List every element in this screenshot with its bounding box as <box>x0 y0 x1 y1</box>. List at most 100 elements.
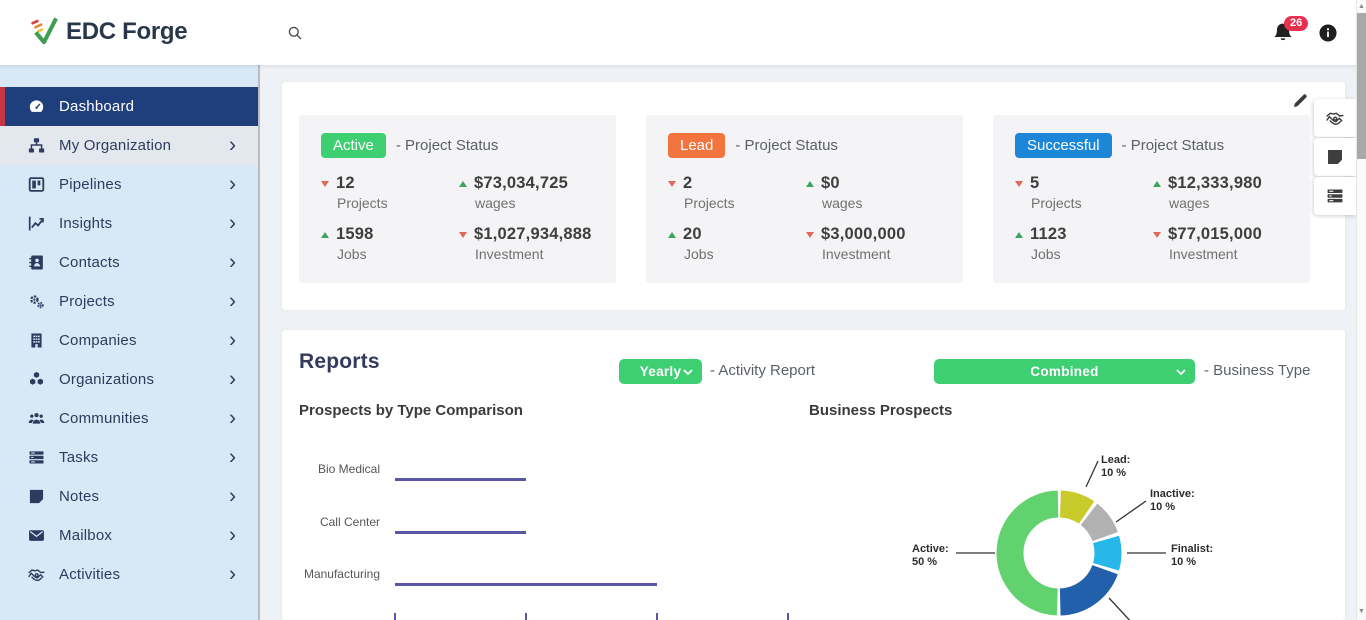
bar-category-label: Call Center <box>319 515 380 529</box>
trend-down-icon <box>668 180 676 187</box>
status-card-successful: Successful - Project Status 5 Projects $12,3… <box>993 115 1310 283</box>
stat-label: Projects <box>1031 195 1082 211</box>
trend-down-icon <box>1015 180 1023 187</box>
chevron-right-icon: › <box>229 328 236 352</box>
donut-label-name: Lead: <box>1101 454 1131 466</box>
sidebar-item-label: Projects <box>59 293 115 310</box>
building-icon <box>28 332 45 349</box>
sidebar-item-label: Organizations <box>59 371 155 388</box>
sidebar-item-notes[interactable]: Notes › <box>0 477 258 516</box>
note-icon <box>1326 148 1344 166</box>
donut-label-name: Finalist: <box>1171 543 1214 555</box>
stat-label: Investment <box>1169 246 1238 262</box>
chevron-right-icon: › <box>229 445 236 469</box>
donut-segment-finalist <box>996 490 1122 616</box>
bar <box>395 478 526 481</box>
axis-tick <box>394 613 396 620</box>
stat-label: Jobs <box>337 246 367 262</box>
donut-label-value: 10 % <box>1150 501 1176 513</box>
quick-action-activities[interactable] <box>1314 99 1356 137</box>
vertical-scrollbar[interactable]: ▲ ▼ <box>1356 0 1366 620</box>
stat-value: $73,034,725 <box>474 174 568 192</box>
donut-label-value: 10 % <box>1101 467 1127 479</box>
notifications-bell-icon[interactable]: 26 <box>1272 16 1309 44</box>
quick-actions-rail <box>1314 99 1356 216</box>
sidebar-item-companies[interactable]: Companies › <box>0 321 258 360</box>
donut-chart-title: Business Prospects <box>809 402 953 419</box>
status-badge-suffix: - Project Status <box>735 137 838 154</box>
donut-label-value: 10 % <box>1171 556 1197 568</box>
chevron-right-icon: › <box>229 289 236 313</box>
tasks-icon <box>1326 187 1344 205</box>
stat-label: wages <box>475 195 516 211</box>
trend-up-icon <box>806 180 814 187</box>
stat-value: 5 <box>1030 174 1040 192</box>
sidebar-item-projects[interactable]: Projects › <box>0 282 258 321</box>
stat-investment: $77,015,000 Investment <box>1153 225 1288 262</box>
brand-logo[interactable]: EDC Forge <box>30 16 188 47</box>
status-card-lead: Lead - Project Status 2 Projects $0 wages 20 Jo… <box>646 115 963 283</box>
org-chart-icon <box>28 137 45 154</box>
scrollbar-down-arrow[interactable]: ▼ <box>1358 608 1365 615</box>
sidebar-item-label: Companies <box>59 332 137 349</box>
sidebar-item-activities[interactable]: Activities › <box>0 555 258 594</box>
stat-wages: $73,034,725 wages <box>459 174 594 211</box>
sidebar-item-contacts[interactable]: Contacts › <box>0 243 258 282</box>
scrollbar-thumb[interactable] <box>1357 13 1366 159</box>
brand-name: EDC Forge <box>66 17 188 45</box>
quick-action-tasks[interactable] <box>1314 177 1356 215</box>
stat-projects: 12 Projects <box>321 174 459 211</box>
donut-callout-lines <box>956 460 1166 620</box>
axis-tick <box>656 613 658 620</box>
axis-tick <box>787 613 789 620</box>
status-panel: Active - Project Status 12 Projects $73,034,… <box>282 82 1345 310</box>
status-badge[interactable]: Lead <box>668 133 726 158</box>
quick-action-notes[interactable] <box>1314 138 1356 176</box>
stat-label: Investment <box>822 246 891 262</box>
sidebar-item-organizations[interactable]: Organizations › <box>0 360 258 399</box>
trend-down-icon <box>806 231 814 238</box>
notification-count-badge: 26 <box>1284 16 1309 31</box>
sidebar-divider <box>258 65 260 620</box>
sidebar-item-communities[interactable]: Communities › <box>0 399 258 438</box>
chevron-down-icon <box>1176 369 1186 375</box>
donut-label-active: Active: 50 % <box>912 543 949 569</box>
chevron-right-icon: › <box>229 523 236 547</box>
scrollbar-up-arrow[interactable]: ▲ <box>1358 3 1365 10</box>
trend-down-icon <box>321 180 329 187</box>
sidebar-item-dashboard[interactable]: Dashboard <box>0 87 258 126</box>
sidebar-item-label: Dashboard <box>59 98 135 115</box>
stat-value: 1598 <box>336 225 374 243</box>
brand-logo-icon <box>30 16 59 47</box>
stat-value: $0 <box>821 174 840 192</box>
sidebar-item-insights[interactable]: Insights › <box>0 204 258 243</box>
stat-value: $12,333,980 <box>1168 174 1262 192</box>
stat-label: Projects <box>337 195 388 211</box>
trend-up-icon <box>1153 180 1161 187</box>
business-type-dropdown-value: Combined <box>1030 364 1099 379</box>
activity-report-dropdown[interactable]: Yearly <box>619 359 702 384</box>
status-badge[interactable]: Active <box>321 133 386 158</box>
donut-rings <box>996 490 1122 616</box>
sidebar-item-pipelines[interactable]: Pipelines › <box>0 165 258 204</box>
sidebar-item-tasks[interactable]: Tasks › <box>0 438 258 477</box>
sidebar-item-my-organization[interactable]: My Organization › <box>0 126 258 165</box>
status-badge[interactable]: Successful <box>1015 133 1112 158</box>
trend-up-icon <box>459 180 467 187</box>
status-badge-suffix: - Project Status <box>1121 137 1225 154</box>
edit-pencil-icon[interactable] <box>1292 92 1309 109</box>
business-type-dropdown[interactable]: Combined <box>934 359 1195 384</box>
sidebar-item-mailbox[interactable]: Mailbox › <box>0 516 258 555</box>
info-icon[interactable] <box>1319 24 1337 42</box>
app-header: EDC Forge 26 <box>0 0 1366 65</box>
donut-label-finalist: Finalist: 10 % <box>1171 543 1213 569</box>
handshake-icon <box>1326 109 1344 127</box>
sidebar-item-label: Notes <box>59 488 100 505</box>
search-icon[interactable] <box>287 25 303 41</box>
trend-up-icon <box>668 231 676 238</box>
stat-label: Jobs <box>1031 246 1061 262</box>
note-icon <box>28 488 45 505</box>
stat-label: wages <box>1169 195 1210 211</box>
stat-wages: $12,333,980 wages <box>1153 174 1288 211</box>
bar-chart-title: Prospects by Type Comparison <box>299 402 523 419</box>
